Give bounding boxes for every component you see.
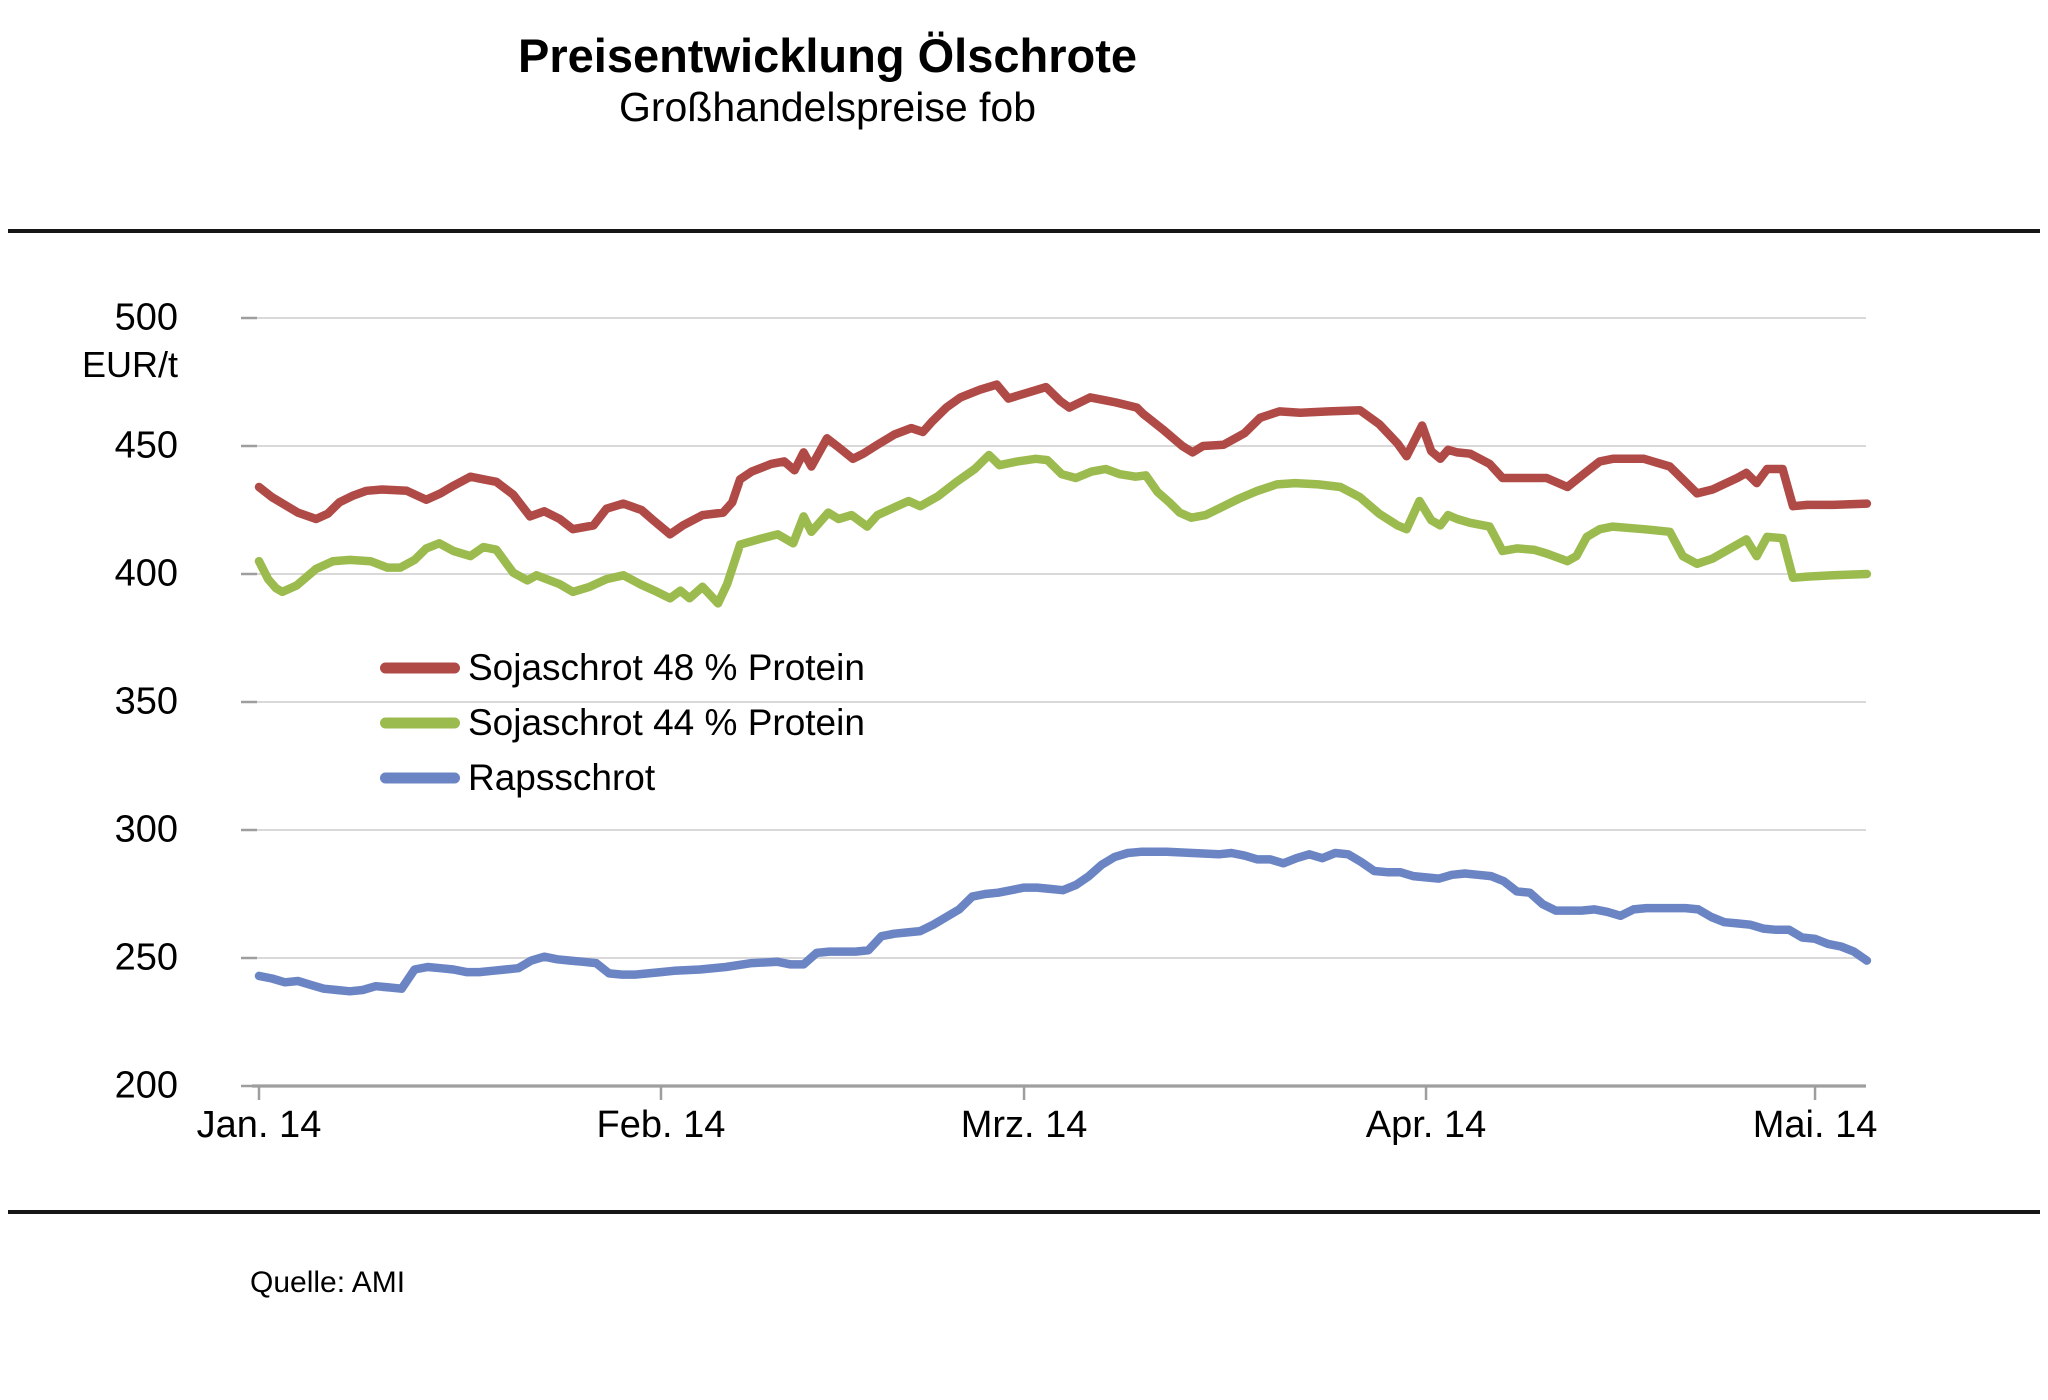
series-line-soja48 [254,380,1872,539]
legend-label-soja44: Sojaschrot 44 % Protein [468,702,865,743]
x-tick-label-1: Feb. 14 [596,1104,726,1146]
x-tick-label-4: Mai. 14 [1752,1104,1878,1146]
legend-swatch-raps-line-icon [380,772,460,784]
page-subtitle: Großhandelspreise fob [618,84,1037,130]
y-axis-unit-label: EUR/t [81,344,178,385]
legend-label-soja48: Sojaschrot 48 % Protein [468,647,865,688]
y-tick-label-500: 500 [114,296,178,339]
y-tick-label-450: 450 [114,424,178,467]
y-tick-label-300: 300 [114,808,178,851]
series-line-raps [254,847,1872,996]
top-divider-rule [8,229,2040,233]
bottom-divider-rule [8,1210,2040,1214]
y-tick-label-200: 200 [114,1064,178,1107]
y-tick-label-400: 400 [114,552,178,595]
x-tick-label-0: Jan. 14 [196,1104,322,1146]
series-line-soja44 [254,450,1872,608]
legend-swatch-soja44-line-icon [380,717,460,729]
page-title: Preisentwicklung Ölschrote [517,29,1137,82]
legend-label-raps: Rapsschrot [468,757,656,798]
x-tick-label-3: Apr. 14 [1365,1104,1487,1146]
x-tick-label-2: Mrz. 14 [960,1104,1088,1146]
y-tick-label-350: 350 [114,680,178,723]
legend-swatch-soja48-line-icon [380,662,460,674]
source-note: Quelle: AMI [250,1266,406,1299]
y-tick-label-250: 250 [114,936,178,979]
